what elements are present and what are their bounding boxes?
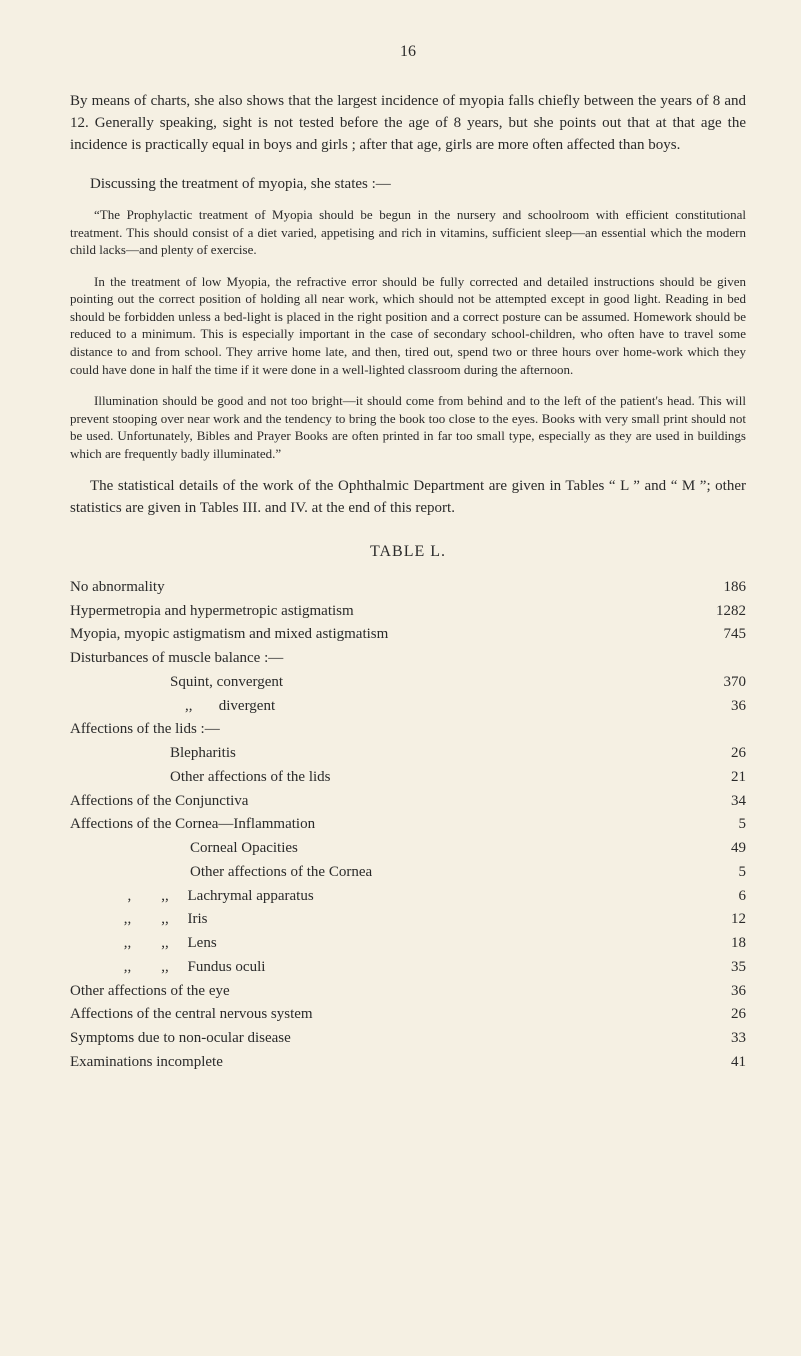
row-value: 33 [698, 1028, 746, 1050]
row-value: 26 [698, 1004, 746, 1026]
leader-dots [229, 1065, 692, 1066]
leader-dots [214, 922, 693, 923]
table-row: ,, ,, Iris 12 [70, 909, 746, 931]
table-title: TABLE L. [70, 540, 746, 563]
page-number: 16 [70, 40, 746, 63]
row-label: ,, divergent [70, 696, 275, 718]
leader-dots [171, 590, 692, 591]
leader-dots [378, 875, 692, 876]
row-label: Other affections of the Cornea [70, 862, 372, 884]
table-row: ,, ,, Fundus oculi 35 [70, 957, 746, 979]
row-value: 745 [698, 624, 746, 646]
table-row: Disturbances of muscle balance :— [70, 648, 746, 670]
row-value: 35 [698, 957, 746, 979]
table-row: Blepharitis 26 [70, 743, 746, 765]
row-label: Affections of the central nervous system [70, 1004, 313, 1026]
table-row: Other affections of the Cornea 5 [70, 862, 746, 884]
leader-dots [297, 1041, 692, 1042]
leader-dots [289, 685, 692, 686]
row-value: 12 [698, 909, 746, 931]
row-label: , ,, Lachrymal apparatus [70, 886, 314, 908]
leader-dots [320, 899, 692, 900]
row-value: 5 [698, 814, 746, 836]
row-value: 6 [698, 886, 746, 908]
leader-dots [223, 946, 692, 947]
leader-dots [254, 804, 692, 805]
table-row: Corneal Opacities 49 [70, 838, 746, 860]
table-row: Affections of the Conjunctiva 34 [70, 791, 746, 813]
quote-2: In the treatment of low Myopia, the refr… [70, 273, 746, 378]
paragraph-intro: By means of charts, she also shows that … [70, 91, 746, 156]
table-row: Myopia, myopic astigmatism and mixed ast… [70, 624, 746, 646]
leader-dots [242, 756, 692, 757]
row-value: 34 [698, 791, 746, 813]
row-label: Hypermetropia and hypermetropic astigmat… [70, 601, 354, 623]
table-row: Other affections of the eye 36 [70, 981, 746, 1003]
row-value: 36 [698, 696, 746, 718]
row-label: Blepharitis [70, 743, 236, 765]
row-value: 5 [698, 862, 746, 884]
leader-dots [281, 709, 692, 710]
row-label: ,, ,, Iris [70, 909, 208, 931]
row-value: 49 [698, 838, 746, 860]
row-label: Disturbances of muscle balance :— [70, 648, 283, 670]
row-label: ,, ,, Lens [70, 933, 217, 955]
row-label: Affections of the Conjunctiva [70, 791, 248, 813]
leader-dots [337, 780, 692, 781]
leader-dots [321, 827, 692, 828]
quote-3: Illumination should be good and not too … [70, 392, 746, 462]
row-label: Other affections of the lids [70, 767, 331, 789]
row-value: 36 [698, 981, 746, 1003]
row-value: 26 [698, 743, 746, 765]
table-row: Symptoms due to non-ocular disease 33 [70, 1028, 746, 1050]
row-label: Corneal Opacities [70, 838, 298, 860]
table-l: No abnormality186Hypermetropia and hyper… [70, 577, 746, 1074]
leader-dots [394, 637, 692, 638]
table-row: Other affections of the lids 21 [70, 767, 746, 789]
row-value: 1282 [698, 601, 746, 623]
quote-1: “The Prophylactic treatment of Myopia sh… [70, 206, 746, 259]
row-value: 41 [698, 1052, 746, 1074]
row-label: Myopia, myopic astigmatism and mixed ast… [70, 624, 388, 646]
row-value: 21 [698, 767, 746, 789]
row-label: Affections of the Cornea—Inflammation [70, 814, 315, 836]
table-row: , ,, Lachrymal apparatus 6 [70, 886, 746, 908]
statistical-paragraph: The statistical details of the work of t… [70, 476, 746, 520]
row-value: 370 [698, 672, 746, 694]
row-label: Affections of the lids :— [70, 719, 220, 741]
leader-dots [360, 614, 692, 615]
row-label: Squint, convergent [70, 672, 283, 694]
table-row: Affections of the Cornea—Inflammation 5 [70, 814, 746, 836]
table-row: Affections of the lids :— [70, 719, 746, 741]
discussing-line: Discussing the treatment of myopia, she … [70, 174, 746, 196]
table-row: Squint, convergent 370 [70, 672, 746, 694]
row-label: No abnormality [70, 577, 165, 599]
table-row: Hypermetropia and hypermetropic astigmat… [70, 601, 746, 623]
row-value: 186 [698, 577, 746, 599]
table-row: ,, divergent 36 [70, 696, 746, 718]
row-value: 18 [698, 933, 746, 955]
table-row: ,, ,, Lens 18 [70, 933, 746, 955]
table-row: Examinations incomplete 41 [70, 1052, 746, 1074]
row-label: ,, ,, Fundus oculi [70, 957, 265, 979]
row-label: Symptoms due to non-ocular disease [70, 1028, 291, 1050]
row-label: Examinations incomplete [70, 1052, 223, 1074]
leader-dots [304, 851, 692, 852]
leader-dots [319, 1017, 692, 1018]
table-row: Affections of the central nervous system… [70, 1004, 746, 1026]
table-row: No abnormality 186 [70, 577, 746, 599]
row-label: Other affections of the eye [70, 981, 230, 1003]
leader-dots [236, 994, 692, 995]
leader-dots [271, 970, 692, 971]
